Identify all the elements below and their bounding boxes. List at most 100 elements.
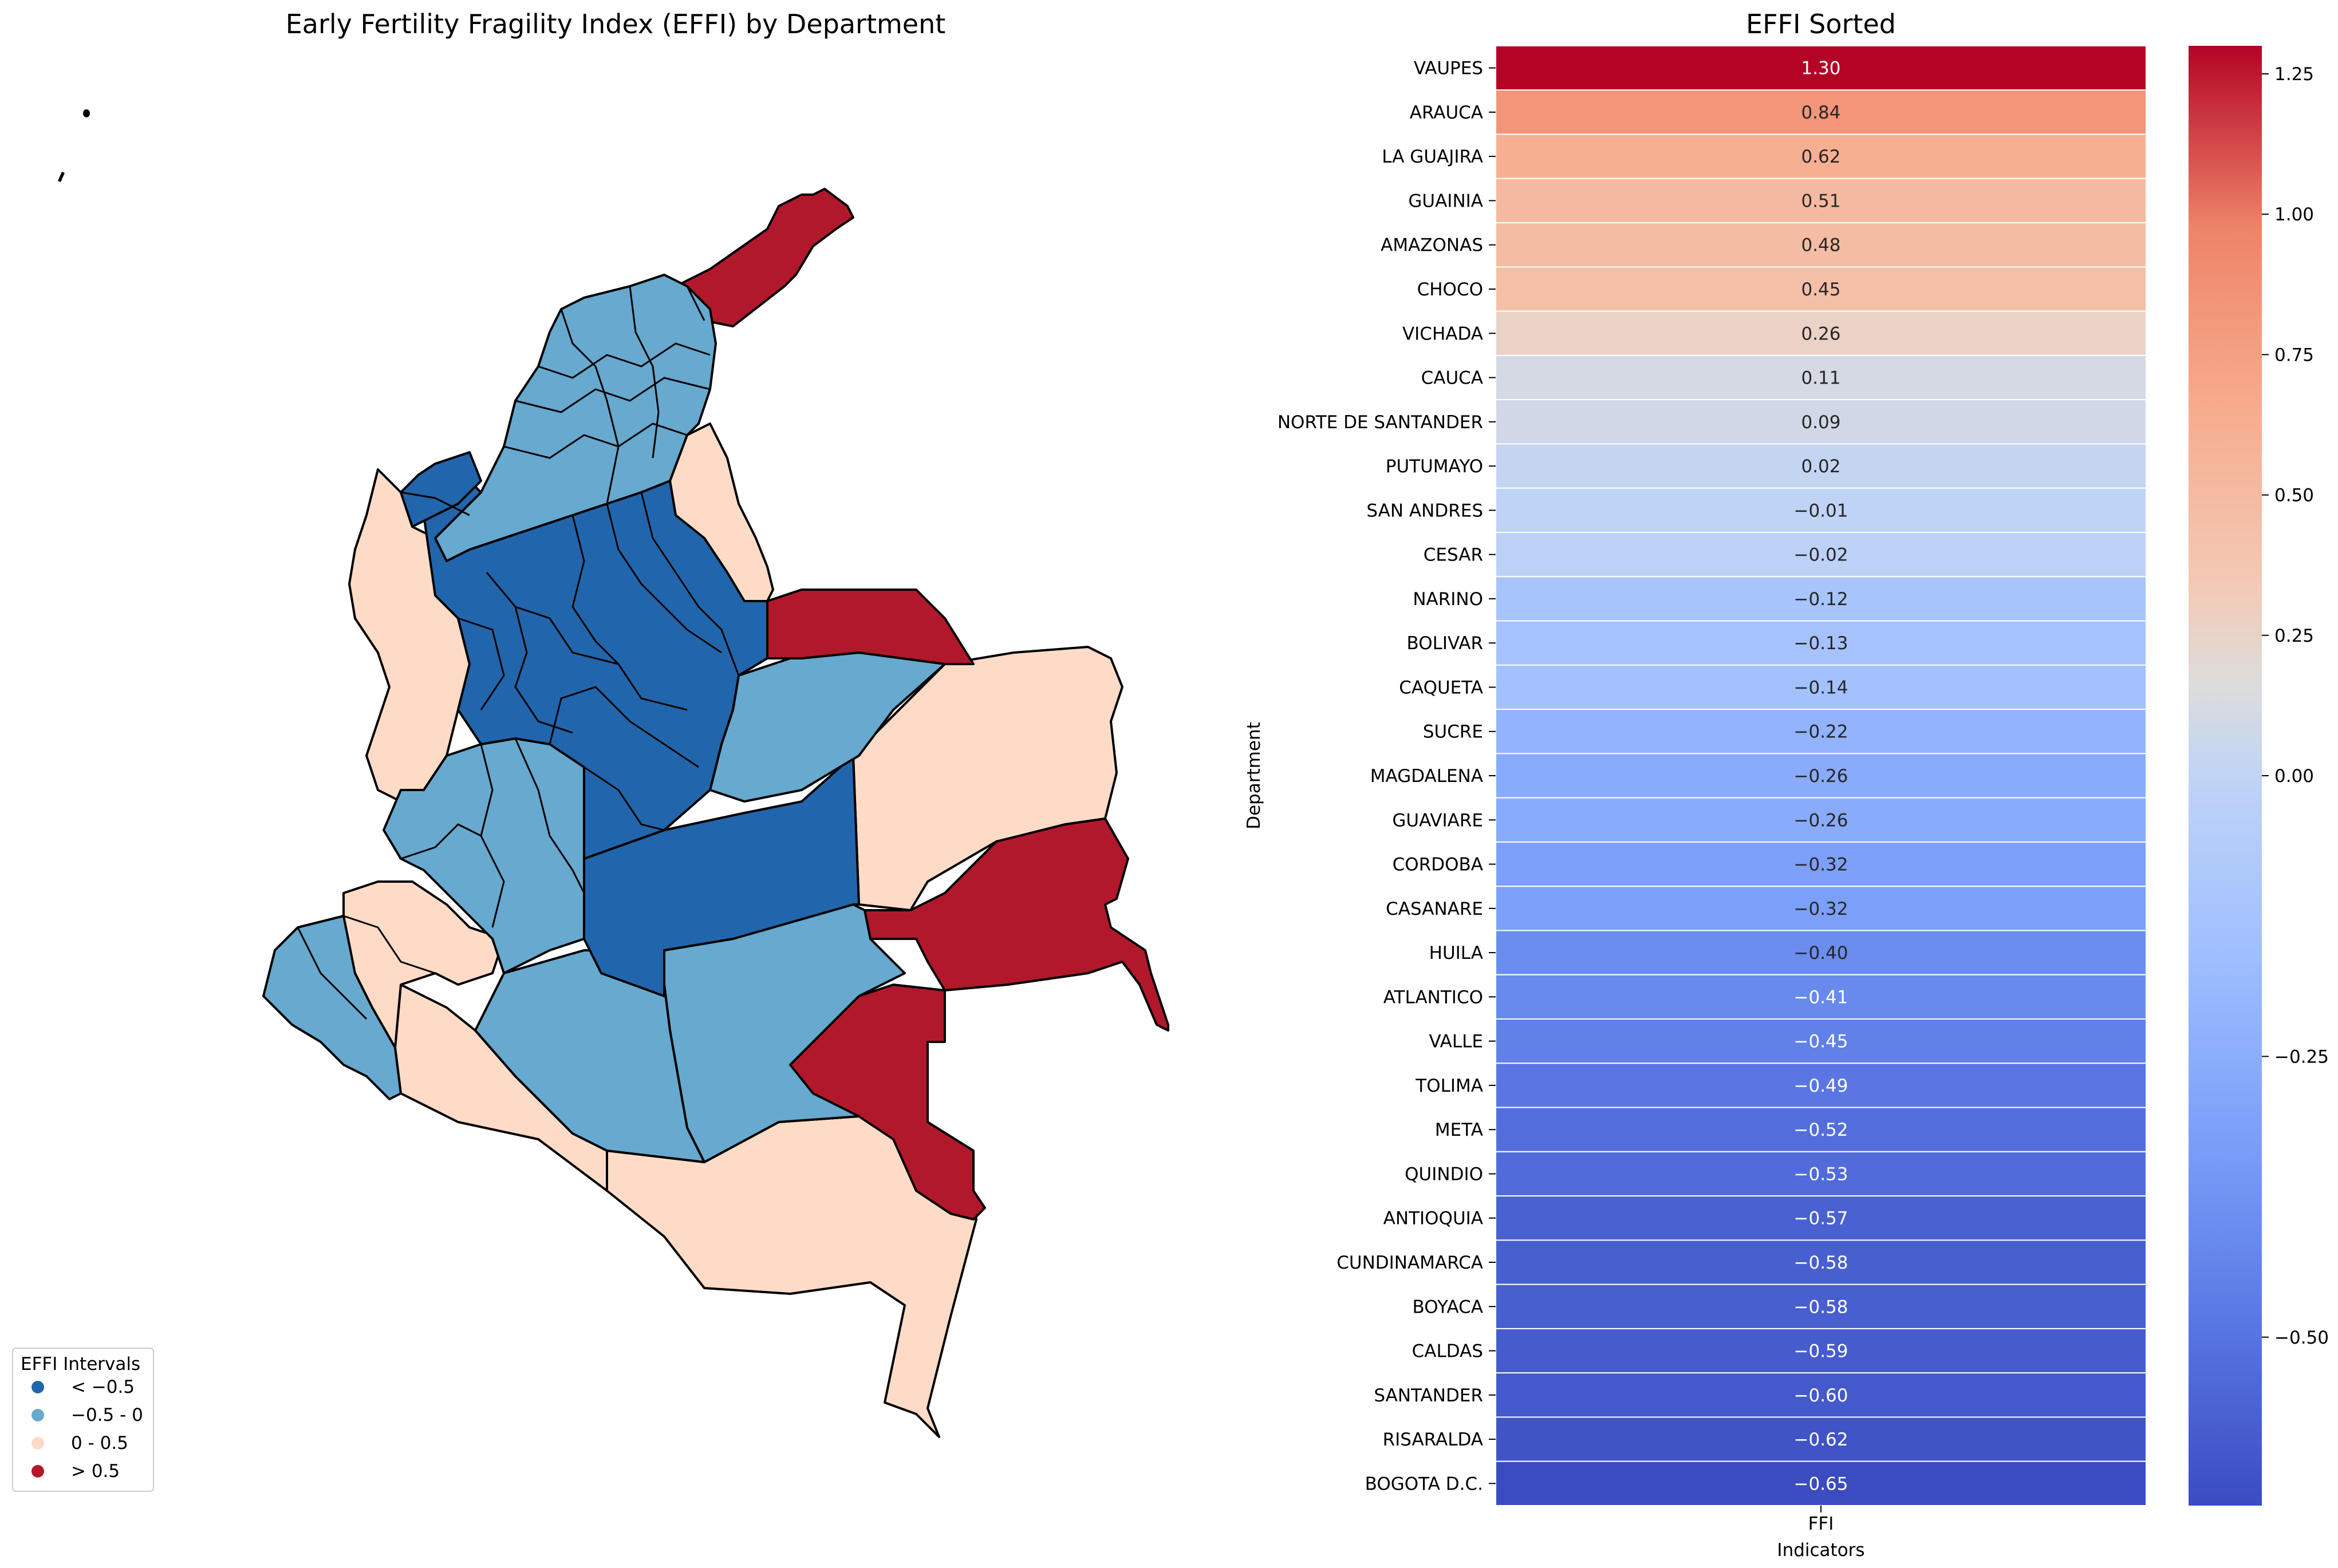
map-region-la-guajira xyxy=(663,188,854,327)
heatmap-cell xyxy=(1495,620,2147,666)
heatmap-cell xyxy=(1495,133,2147,179)
heatmap-y-tick-label: HUILA xyxy=(1429,943,1483,963)
heatmap-y-tick-label: RISARALDA xyxy=(1383,1429,1483,1450)
colorbar-tick-label: 0.50 xyxy=(2274,485,2314,506)
heatmap-y-tick-label: SAN ANDRES xyxy=(1366,500,1483,521)
heatmap-cell xyxy=(1495,1107,2147,1152)
legend-marker xyxy=(31,1381,44,1393)
heatmap-cell xyxy=(1495,1195,2147,1241)
colorbar-ticks: 1.25 1.00 0.75 0.50 0.25 0.00 −0.25 −0.50 xyxy=(2262,64,2329,1348)
legend-marker xyxy=(31,1465,44,1478)
colorbar-tick-label: 1.00 xyxy=(2274,204,2314,225)
heatmap-cell-value: −0.58 xyxy=(1794,1253,1848,1273)
heatmap-cell-value: −0.22 xyxy=(1794,722,1848,742)
heatmap-cell-value: 0.26 xyxy=(1801,323,1840,344)
heatmap-y-tick-label: AMAZONAS xyxy=(1381,235,1483,256)
heatmap-cell xyxy=(1495,576,2147,622)
map-region-vaupes xyxy=(864,817,1169,1032)
map-internal-borders xyxy=(297,286,740,1020)
heatmap-cell xyxy=(1495,222,2147,268)
heatmap-y-tick-label: ARAUCA xyxy=(1410,102,1483,123)
colorbar-tick-label: −0.50 xyxy=(2274,1328,2329,1348)
heatmap-cell xyxy=(1495,310,2147,356)
heatmap-cell-value: −0.26 xyxy=(1794,810,1848,831)
heatmap-cell-value: −0.12 xyxy=(1794,589,1848,610)
heatmap-y-tick-label: CHOCO xyxy=(1417,279,1483,300)
heatmap: 1.30 0.84 0.62 0.51 0.48 0.45 0.26 0.11 0.09 0.02… xyxy=(1495,45,2147,1507)
heatmap-y-tick-label: META xyxy=(1435,1120,1483,1140)
heatmap-cell-value: −0.57 xyxy=(1794,1208,1848,1229)
heatmap-y-tick-label: ATLANTICO xyxy=(1383,987,1483,1008)
heatmap-y-tick-label: LA GUAJIRA xyxy=(1382,147,1483,167)
map-region-meta xyxy=(583,755,860,997)
heatmap-cell xyxy=(1495,1328,2147,1374)
heatmap-y-tick-label: GUAINIA xyxy=(1408,191,1483,211)
heatmap-y-tick-label: BOLIVAR xyxy=(1406,633,1483,654)
heatmap-cell-value: −0.59 xyxy=(1794,1341,1848,1362)
heatmap-y-axis-label: Department xyxy=(1244,722,1264,830)
heatmap-cell-value: −0.26 xyxy=(1794,766,1848,787)
heatmap-title: EFFI Sorted xyxy=(1746,9,1896,40)
legend-items: < −0.5 −0.5 - 0 0 - 0.5 > 0.5 xyxy=(31,1377,143,1482)
map-region-narino xyxy=(262,915,402,1100)
heatmap-cell xyxy=(1495,1018,2147,1064)
heatmap-cell-value: −0.40 xyxy=(1794,943,1848,963)
map-region-valle-huila xyxy=(383,737,585,974)
heatmap-cell xyxy=(1495,266,2147,312)
legend-label: > 0.5 xyxy=(71,1461,120,1482)
legend-label: 0 - 0.5 xyxy=(71,1433,128,1454)
heatmap-cell xyxy=(1495,797,2147,843)
heatmap-cell xyxy=(1495,399,2147,445)
legend-marker xyxy=(31,1409,44,1421)
map-region-arauca xyxy=(766,589,975,665)
heatmap-cell-value: −0.02 xyxy=(1794,545,1848,566)
heatmap-cell-value: 0.48 xyxy=(1801,235,1840,256)
legend-title: EFFI Intervals xyxy=(21,1354,140,1375)
heatmap-x-axis-label: Indicators xyxy=(1777,1540,1864,1561)
heatmap-y-tick-label: CORDOBA xyxy=(1393,855,1483,875)
heatmap-y-tick-label: NARINO xyxy=(1413,589,1483,610)
heatmap-x-tick-ffi: FFI xyxy=(1808,1514,1834,1534)
heatmap-cell-value: −0.58 xyxy=(1794,1297,1848,1317)
heatmap-cell-value: 0.45 xyxy=(1801,279,1840,300)
heatmap-cell-value: −0.13 xyxy=(1794,633,1848,654)
heatmap-cell xyxy=(1495,1416,2147,1462)
heatmap-cell xyxy=(1495,753,2147,799)
heatmap-cell-value: −0.32 xyxy=(1794,899,1848,919)
heatmap-cell xyxy=(1495,354,2147,401)
heatmap-cell-value: 0.51 xyxy=(1801,191,1840,211)
heatmap-cell xyxy=(1495,974,2147,1020)
heatmap-cell-value: 0.09 xyxy=(1801,412,1840,433)
heatmap-cell-value: 0.62 xyxy=(1801,147,1840,167)
heatmap-cell-value: −0.01 xyxy=(1794,500,1848,521)
heatmap-cell xyxy=(1495,1063,2147,1108)
colorbar-tick-label: 0.00 xyxy=(2274,766,2314,787)
heatmap-cell-value: −0.65 xyxy=(1794,1474,1848,1494)
heatmap-y-tick-label: CAQUETA xyxy=(1399,677,1483,698)
heatmap-cell xyxy=(1495,1239,2147,1285)
heatmap-y-tick-label: MAGDALENA xyxy=(1370,766,1483,787)
heatmap-y-tick-label: BOGOTA D.C. xyxy=(1365,1474,1483,1494)
heatmap-y-tick-label: VALLE xyxy=(1429,1032,1483,1052)
heatmap-cell-value: −0.52 xyxy=(1794,1120,1848,1140)
heatmap-cell-value: −0.53 xyxy=(1794,1164,1848,1184)
map-island-providencia xyxy=(58,172,65,182)
map-title: Early Fertility Fragility Index (EFFI) b… xyxy=(286,9,946,40)
heatmap-cell xyxy=(1495,1151,2147,1197)
heatmap-y-tick-label: VAUPES xyxy=(1414,58,1483,79)
heatmap-y-tick-label: CALDAS xyxy=(1412,1341,1483,1362)
legend-frame xyxy=(12,1348,154,1492)
heatmap-cell-value: 1.30 xyxy=(1801,58,1840,79)
heatmap-y-tick-label: CUNDINAMARCA xyxy=(1336,1253,1483,1273)
legend-marker xyxy=(31,1437,44,1449)
map-region-andean-core xyxy=(417,463,768,860)
heatmap-cell-value: −0.62 xyxy=(1794,1429,1848,1450)
heatmap-cell-value: 0.11 xyxy=(1801,368,1840,389)
heatmap-cell xyxy=(1495,886,2147,931)
heatmap-y-tick-label: SANTANDER xyxy=(1374,1385,1483,1406)
heatmap-y-tick-label: QUINDIO xyxy=(1405,1164,1483,1184)
heatmap-y-tick-label: CAUCA xyxy=(1421,368,1483,389)
map-legend: EFFI Intervals < −0.5 −0.5 - 0 0 - 0.5 > 0.… xyxy=(12,1348,154,1492)
heatmap-y-tick-label: TOLIMA xyxy=(1415,1076,1483,1096)
heatmap-y-tick-labels: VAUPES ARAUCA LA GUAJIRA GUAINIA AMAZONAS CHO… xyxy=(1278,58,1496,1494)
